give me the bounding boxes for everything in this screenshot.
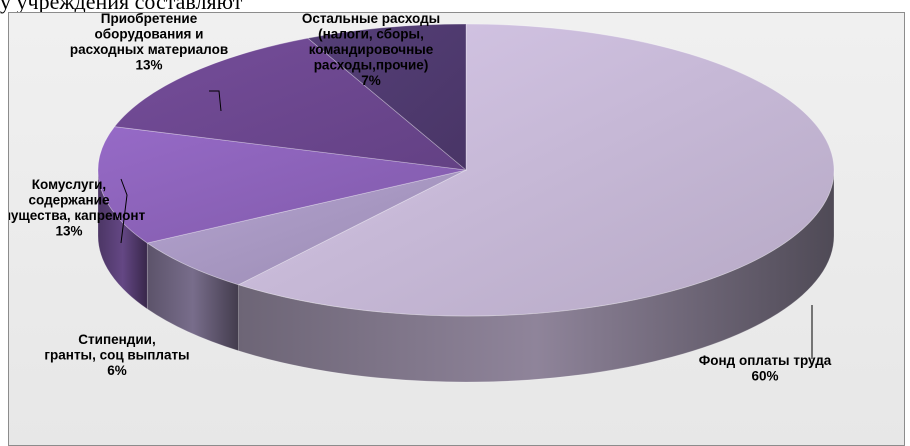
slice-percent-4: 7% [361,73,381,88]
slice-label-0: Фонд оплаты труда 60% [699,353,832,384]
slice-label-2: Комуслуги,содержаниеимущества, капремонт… [9,177,146,239]
pie-slice-1 [146,169,467,286]
pie-side-1 [146,242,239,352]
slice-percent-0: 60% [751,369,778,384]
pie-chart: Фонд оплаты труда 60% Стипендии, гранты, со… [9,13,835,384]
slice-label-1: Стипендии, гранты, соц выплаты 6% [44,332,189,378]
pie-labels: Фонд оплаты труда 60% Стипендии, гранты, со… [9,13,832,384]
leader-line-2 [120,178,128,244]
slice-label-3: Приобретение оборудования и расходных мате… [70,13,228,73]
pie-slice-3 [113,37,468,171]
top-caption: у учреждения составляют [0,0,243,14]
slice-percent-1: 6% [107,363,127,378]
slice-percent-3: 13% [135,58,162,73]
pie-slice-0 [237,23,835,317]
chart-area: Фонд оплаты труда 60% Стипендии, гранты, со… [8,12,905,446]
pie-sides [97,169,835,383]
pie-slice-2 [97,126,467,244]
leader-line-3 [209,90,222,112]
pie-top [97,23,835,317]
pie-slice-4 [306,23,467,171]
slice-percent-2: 13% [55,224,82,239]
slice-label-4: Остальные расходы (налоги, сборы, командир… [302,13,440,88]
